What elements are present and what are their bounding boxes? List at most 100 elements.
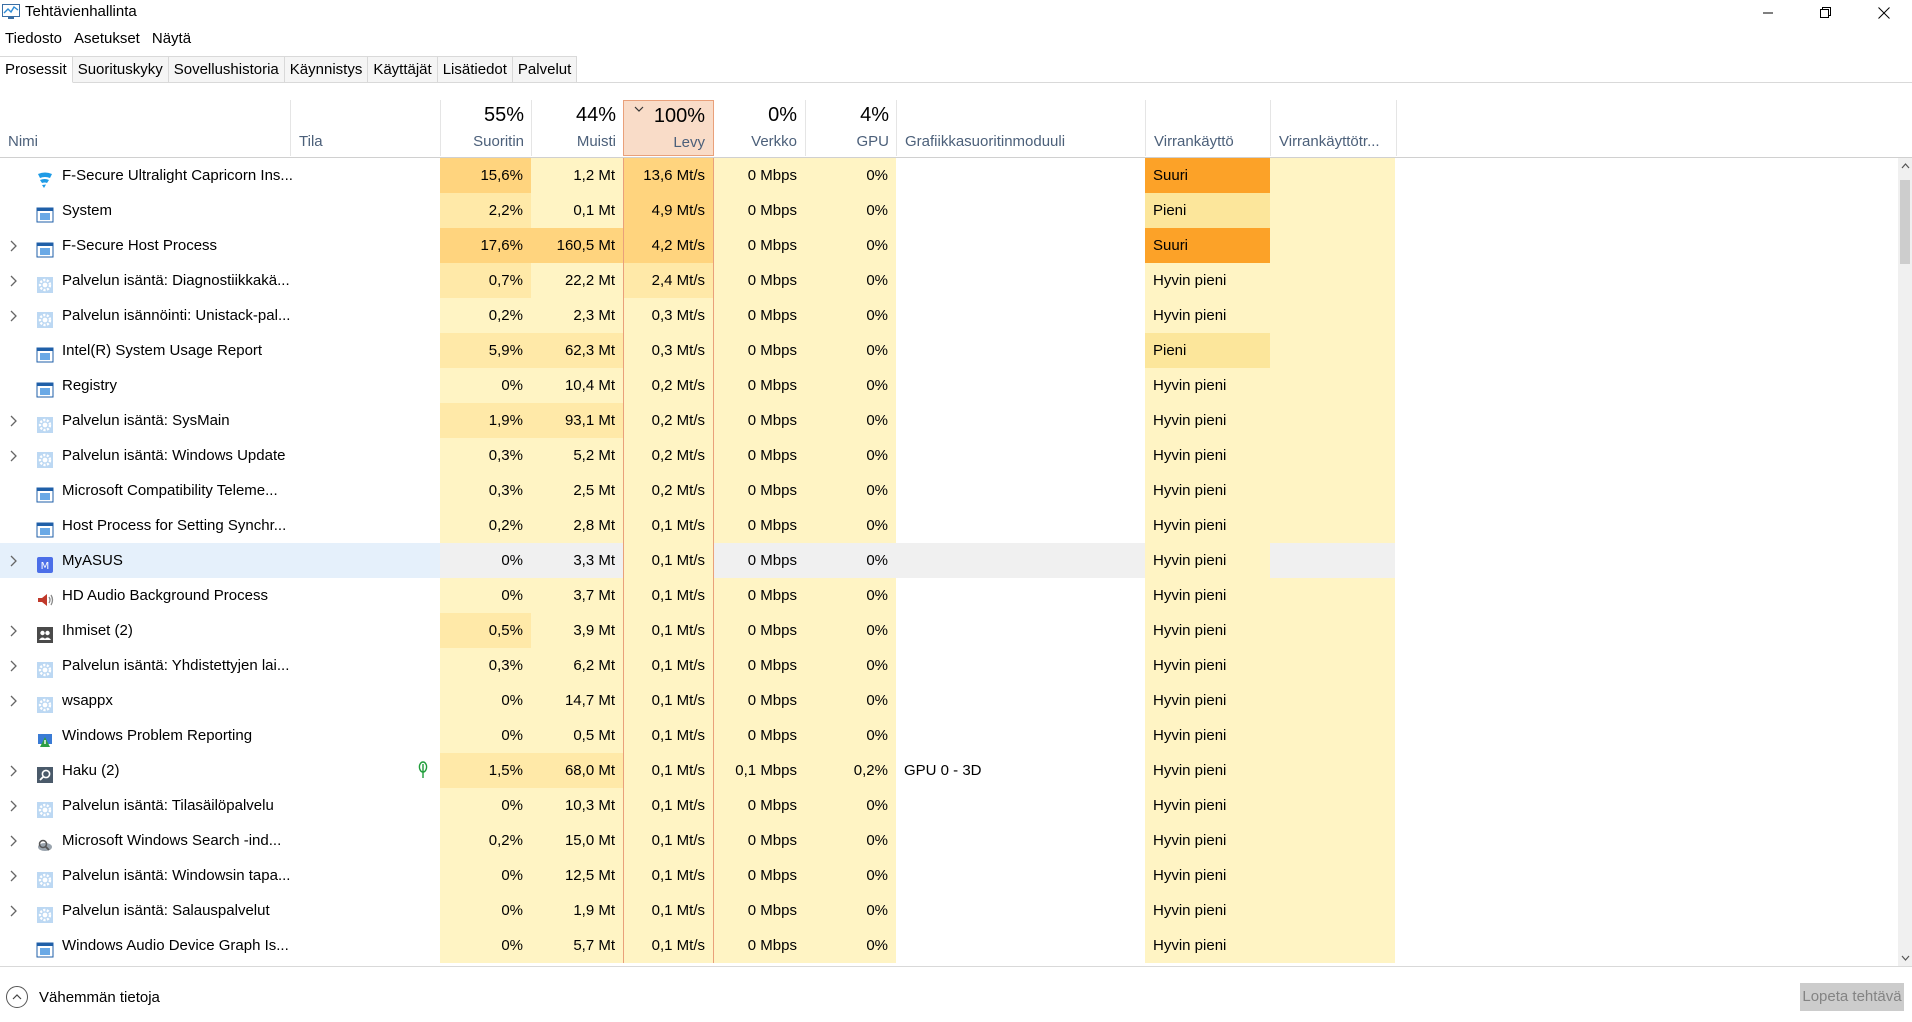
process-row[interactable]: Ihmiset (2) 0,5% 3,9 Mt 0,1 Mt/s 0 Mbps 0% Hyv… bbox=[0, 613, 1898, 648]
power-usage-cell: Hyvin pieni bbox=[1145, 473, 1270, 508]
memory-cell: 6,2 Mt bbox=[531, 648, 623, 683]
tab-details[interactable]: Lisätiedot bbox=[437, 56, 513, 83]
end-task-button[interactable]: Lopeta tehtävä bbox=[1800, 983, 1904, 1011]
column-header-gpu[interactable]: 4% GPU bbox=[805, 100, 897, 156]
process-name-cell[interactable]: Ihmiset (2) bbox=[0, 613, 440, 648]
process-row[interactable]: Palvelun isäntä: Tilasäilöpalvelu 0% 10,3 … bbox=[0, 788, 1898, 823]
process-name-cell[interactable]: Palvelun isäntä: Windows Update bbox=[0, 438, 440, 473]
process-row[interactable]: Registry 0% 10,4 Mt 0,2 Mt/s 0 Mbps 0% Hyvin p… bbox=[0, 368, 1898, 403]
problem-report-icon bbox=[36, 727, 54, 747]
tab-performance[interactable]: Suorituskyky bbox=[72, 56, 169, 83]
process-name-cell[interactable]: Palvelun isäntä: Tilasäilöpalvelu bbox=[0, 788, 440, 823]
power-usage-cell: Hyvin pieni bbox=[1145, 928, 1270, 963]
restore-button[interactable] bbox=[1798, 0, 1854, 26]
tab-processes[interactable]: Prosessit bbox=[0, 56, 73, 83]
scroll-up-arrow[interactable] bbox=[1898, 158, 1912, 174]
process-name-cell[interactable]: M MyASUS bbox=[0, 543, 440, 578]
process-name-cell[interactable]: Palvelun isäntä: Yhdistettyjen lai... bbox=[0, 648, 440, 683]
process-row[interactable]: HD Audio Background Process 0% 3,7 Mt 0,1 M… bbox=[0, 578, 1898, 613]
process-name-cell[interactable]: F-Secure Host Process bbox=[0, 228, 440, 263]
chevron-right-icon[interactable] bbox=[9, 240, 17, 252]
process-row[interactable]: Palvelun isäntä: Yhdistettyjen lai... 0,3… bbox=[0, 648, 1898, 683]
process-row[interactable]: Windows Problem Reporting 0% 0,5 Mt 0,1 Mt/… bbox=[0, 718, 1898, 753]
chevron-right-icon[interactable] bbox=[9, 835, 17, 847]
column-header-status[interactable]: Tila bbox=[290, 100, 441, 156]
process-name-cell[interactable]: Haku (2) bbox=[0, 753, 440, 788]
chevron-right-icon[interactable] bbox=[9, 800, 17, 812]
process-name-cell[interactable]: Palvelun isäntä: Salauspalvelut bbox=[0, 893, 440, 928]
column-header-power[interactable]: Virrankäyttö bbox=[1145, 100, 1271, 156]
menu-view[interactable]: Näytä bbox=[151, 30, 192, 47]
chevron-right-icon[interactable] bbox=[9, 415, 17, 427]
process-row[interactable]: Windows Audio Device Graph Is... 0% 5,7 Mt… bbox=[0, 928, 1898, 963]
process-name-cell[interactable]: Intel(R) System Usage Report bbox=[0, 333, 440, 368]
process-name-cell[interactable]: System bbox=[0, 193, 440, 228]
process-row[interactable]: Microsoft Windows Search -ind... 0,2% 15,0… bbox=[0, 823, 1898, 858]
process-row[interactable]: Palvelun isäntä: Windows Update 0,3% 5,2 M… bbox=[0, 438, 1898, 473]
gpu-engine-cell bbox=[896, 718, 1145, 753]
process-row[interactable]: Palvelun isäntä: SysMain 1,9% 93,1 Mt 0,2 M… bbox=[0, 403, 1898, 438]
process-row[interactable]: Microsoft Compatibility Teleme... 0,3% 2,5… bbox=[0, 473, 1898, 508]
network-cell: 0 Mbps bbox=[714, 298, 805, 333]
process-name-cell[interactable]: Palvelun isäntä: SysMain bbox=[0, 403, 440, 438]
process-row[interactable]: Palvelun isäntä: Windowsin tapa... 0% 12,5… bbox=[0, 858, 1898, 893]
process-row[interactable]: wsappx 0% 14,7 Mt 0,1 Mt/s 0 Mbps 0% Hyvin pie… bbox=[0, 683, 1898, 718]
tab-users[interactable]: Käyttäjät bbox=[368, 56, 438, 83]
process-name-cell[interactable]: Registry bbox=[0, 368, 440, 403]
chevron-right-icon[interactable] bbox=[9, 310, 17, 322]
process-name-cell[interactable]: wsappx bbox=[0, 683, 440, 718]
power-usage-cell: Hyvin pieni bbox=[1145, 753, 1270, 788]
process-name-cell[interactable]: Windows Audio Device Graph Is... bbox=[0, 928, 440, 963]
gpu-cell: 0% bbox=[805, 438, 896, 473]
process-name-cell[interactable]: Host Process for Setting Synchr... bbox=[0, 508, 440, 543]
process-row[interactable]: F-Secure Ultralight Capricorn Ins... 15,6… bbox=[0, 158, 1898, 193]
column-header-memory[interactable]: 44% Muisti bbox=[531, 100, 624, 156]
process-name-cell[interactable]: Palvelun isännöinti: Unistack-pal... bbox=[0, 298, 440, 333]
scroll-down-arrow[interactable] bbox=[1898, 950, 1912, 966]
column-header-power-trend[interactable]: Virrankäyttötr... bbox=[1270, 100, 1397, 156]
process-row[interactable]: Host Process for Setting Synchr... 0,2% 2,… bbox=[0, 508, 1898, 543]
process-row[interactable]: Palvelun isäntä: Diagnostiikkakä... 0,7% 2… bbox=[0, 263, 1898, 298]
process-name-cell[interactable]: Palvelun isäntä: Diagnostiikkakä... bbox=[0, 263, 440, 298]
fewer-details-button[interactable]: Vähemmän tietoja bbox=[6, 986, 160, 1008]
close-button[interactable] bbox=[1856, 0, 1912, 26]
process-name-cell[interactable]: HD Audio Background Process bbox=[0, 578, 440, 613]
process-row[interactable]: F-Secure Host Process 17,6% 160,5 Mt 4,2 Mt… bbox=[0, 228, 1898, 263]
process-name-cell[interactable]: Windows Problem Reporting bbox=[0, 718, 440, 753]
process-name-cell[interactable]: F-Secure Ultralight Capricorn Ins... bbox=[0, 158, 440, 193]
column-header-gpu-engine[interactable]: Grafiikkasuoritinmoduuli bbox=[896, 100, 1146, 156]
tab-services[interactable]: Palvelut bbox=[512, 56, 578, 83]
memory-total: 44% bbox=[575, 104, 616, 126]
process-row[interactable]: System 2,2% 0,1 Mt 4,9 Mt/s 0 Mbps 0% Pieni bbox=[0, 193, 1898, 228]
process-name-cell[interactable]: Palvelun isäntä: Windowsin tapa... bbox=[0, 858, 440, 893]
scrollbar-thumb[interactable] bbox=[1900, 180, 1910, 264]
column-header-disk[interactable]: 100% Levy bbox=[623, 100, 714, 156]
menu-file[interactable]: Tiedosto bbox=[5, 30, 62, 47]
process-row[interactable]: Palvelun isännöinti: Unistack-pal... 0,2%… bbox=[0, 298, 1898, 333]
chevron-right-icon[interactable] bbox=[9, 625, 17, 637]
chevron-right-icon[interactable] bbox=[9, 695, 17, 707]
chevron-right-icon[interactable] bbox=[9, 870, 17, 882]
column-header-cpu[interactable]: 55% Suoritin bbox=[440, 100, 532, 156]
chevron-right-icon[interactable] bbox=[9, 660, 17, 672]
chevron-right-icon[interactable] bbox=[9, 765, 17, 777]
disk-cell: 0,2 Mt/s bbox=[623, 368, 714, 403]
chevron-right-icon[interactable] bbox=[9, 450, 17, 462]
tab-app-history[interactable]: Sovellushistoria bbox=[168, 56, 285, 83]
column-header-network[interactable]: 0% Verkko bbox=[714, 100, 805, 156]
process-name-cell[interactable]: Microsoft Compatibility Teleme... bbox=[0, 473, 440, 508]
process-row[interactable]: Haku (2) 1,5% 68,0 Mt 0,1 Mt/s 0,1 Mbps 0,2% G… bbox=[0, 753, 1898, 788]
process-row[interactable]: M MyASUS 0% 3,3 Mt 0,1 Mt/s 0 Mbps 0% Hyvin pie… bbox=[0, 543, 1898, 578]
chevron-right-icon[interactable] bbox=[9, 555, 17, 567]
tab-startup[interactable]: Käynnistys bbox=[284, 56, 369, 83]
vertical-scrollbar[interactable] bbox=[1898, 158, 1912, 966]
menu-options[interactable]: Asetukset bbox=[73, 30, 140, 47]
network-cell: 0 Mbps bbox=[714, 928, 805, 963]
process-row[interactable]: Palvelun isäntä: Salauspalvelut 0% 1,9 Mt 0… bbox=[0, 893, 1898, 928]
minimize-button[interactable] bbox=[1740, 0, 1796, 26]
chevron-right-icon[interactable] bbox=[9, 275, 17, 287]
column-header-name[interactable]: Nimi bbox=[0, 100, 290, 156]
process-row[interactable]: Intel(R) System Usage Report 5,9% 62,3 Mt 0… bbox=[0, 333, 1898, 368]
process-name-cell[interactable]: Microsoft Windows Search -ind... bbox=[0, 823, 440, 858]
chevron-right-icon[interactable] bbox=[9, 905, 17, 917]
